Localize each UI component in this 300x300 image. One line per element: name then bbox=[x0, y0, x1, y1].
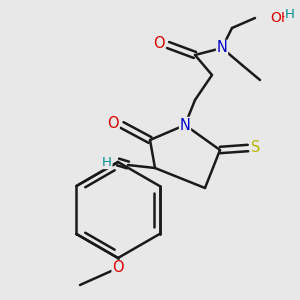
Text: N: N bbox=[217, 40, 227, 56]
Text: N: N bbox=[180, 118, 190, 133]
Text: OH: OH bbox=[270, 11, 291, 25]
Text: O: O bbox=[112, 260, 124, 275]
Text: H: H bbox=[285, 8, 295, 22]
Text: S: S bbox=[251, 140, 260, 155]
Text: O: O bbox=[153, 37, 165, 52]
Text: O: O bbox=[107, 116, 119, 131]
Text: H: H bbox=[102, 155, 112, 169]
